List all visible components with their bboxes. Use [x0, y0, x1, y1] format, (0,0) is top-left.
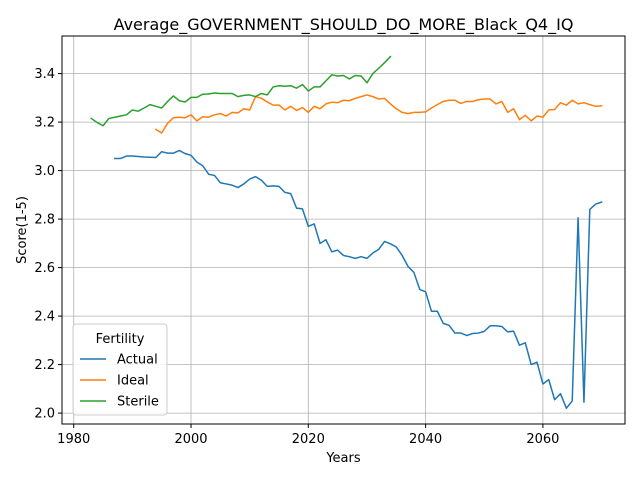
series-line-ideal	[154, 94, 603, 134]
legend-label-actual: Actual	[117, 353, 158, 368]
plot-frame	[61, 35, 626, 425]
x-axis-ticks: 1980 2000 2020 2040 2060	[57, 424, 559, 447]
x-tick-label: 2060	[526, 432, 559, 447]
series-layer	[90, 55, 603, 409]
series-line-sterile	[90, 55, 392, 127]
x-tick-label: 1980	[57, 432, 90, 447]
y-tick-label: 3.4	[34, 67, 55, 82]
series-line-actual	[114, 149, 603, 409]
legend-entries: Actual Ideal Sterile	[80, 353, 159, 410]
y-tick-label: 2.6	[34, 261, 55, 276]
y-tick-label: 2.8	[34, 213, 55, 228]
chart-title: Average_GOVERNMENT_SHOULD_DO_MORE_Black_…	[114, 15, 574, 35]
legend-label-ideal: Ideal	[117, 374, 149, 389]
y-tick-label: 2.2	[34, 358, 55, 373]
legend-label-sterile: Sterile	[117, 395, 159, 410]
y-tick-label: 2.4	[34, 310, 55, 325]
y-tick-label: 2.0	[34, 407, 55, 422]
legend-title: Fertility	[96, 332, 145, 347]
x-tick-label: 2020	[292, 432, 325, 447]
x-axis-label: Years	[325, 451, 361, 466]
y-axis-ticks: 2.0 2.2 2.4 2.6 2.8 3.0 3.2 3.4	[34, 67, 62, 422]
legend: Fertility Actual Ideal Sterile	[72, 323, 168, 416]
x-tick-label: 2000	[174, 432, 207, 447]
x-tick-label: 2040	[409, 432, 442, 447]
y-tick-label: 3.0	[34, 164, 55, 179]
y-tick-label: 3.2	[34, 116, 55, 131]
legend-box	[72, 323, 168, 416]
y-axis-label: Score(1-5)	[15, 196, 30, 264]
